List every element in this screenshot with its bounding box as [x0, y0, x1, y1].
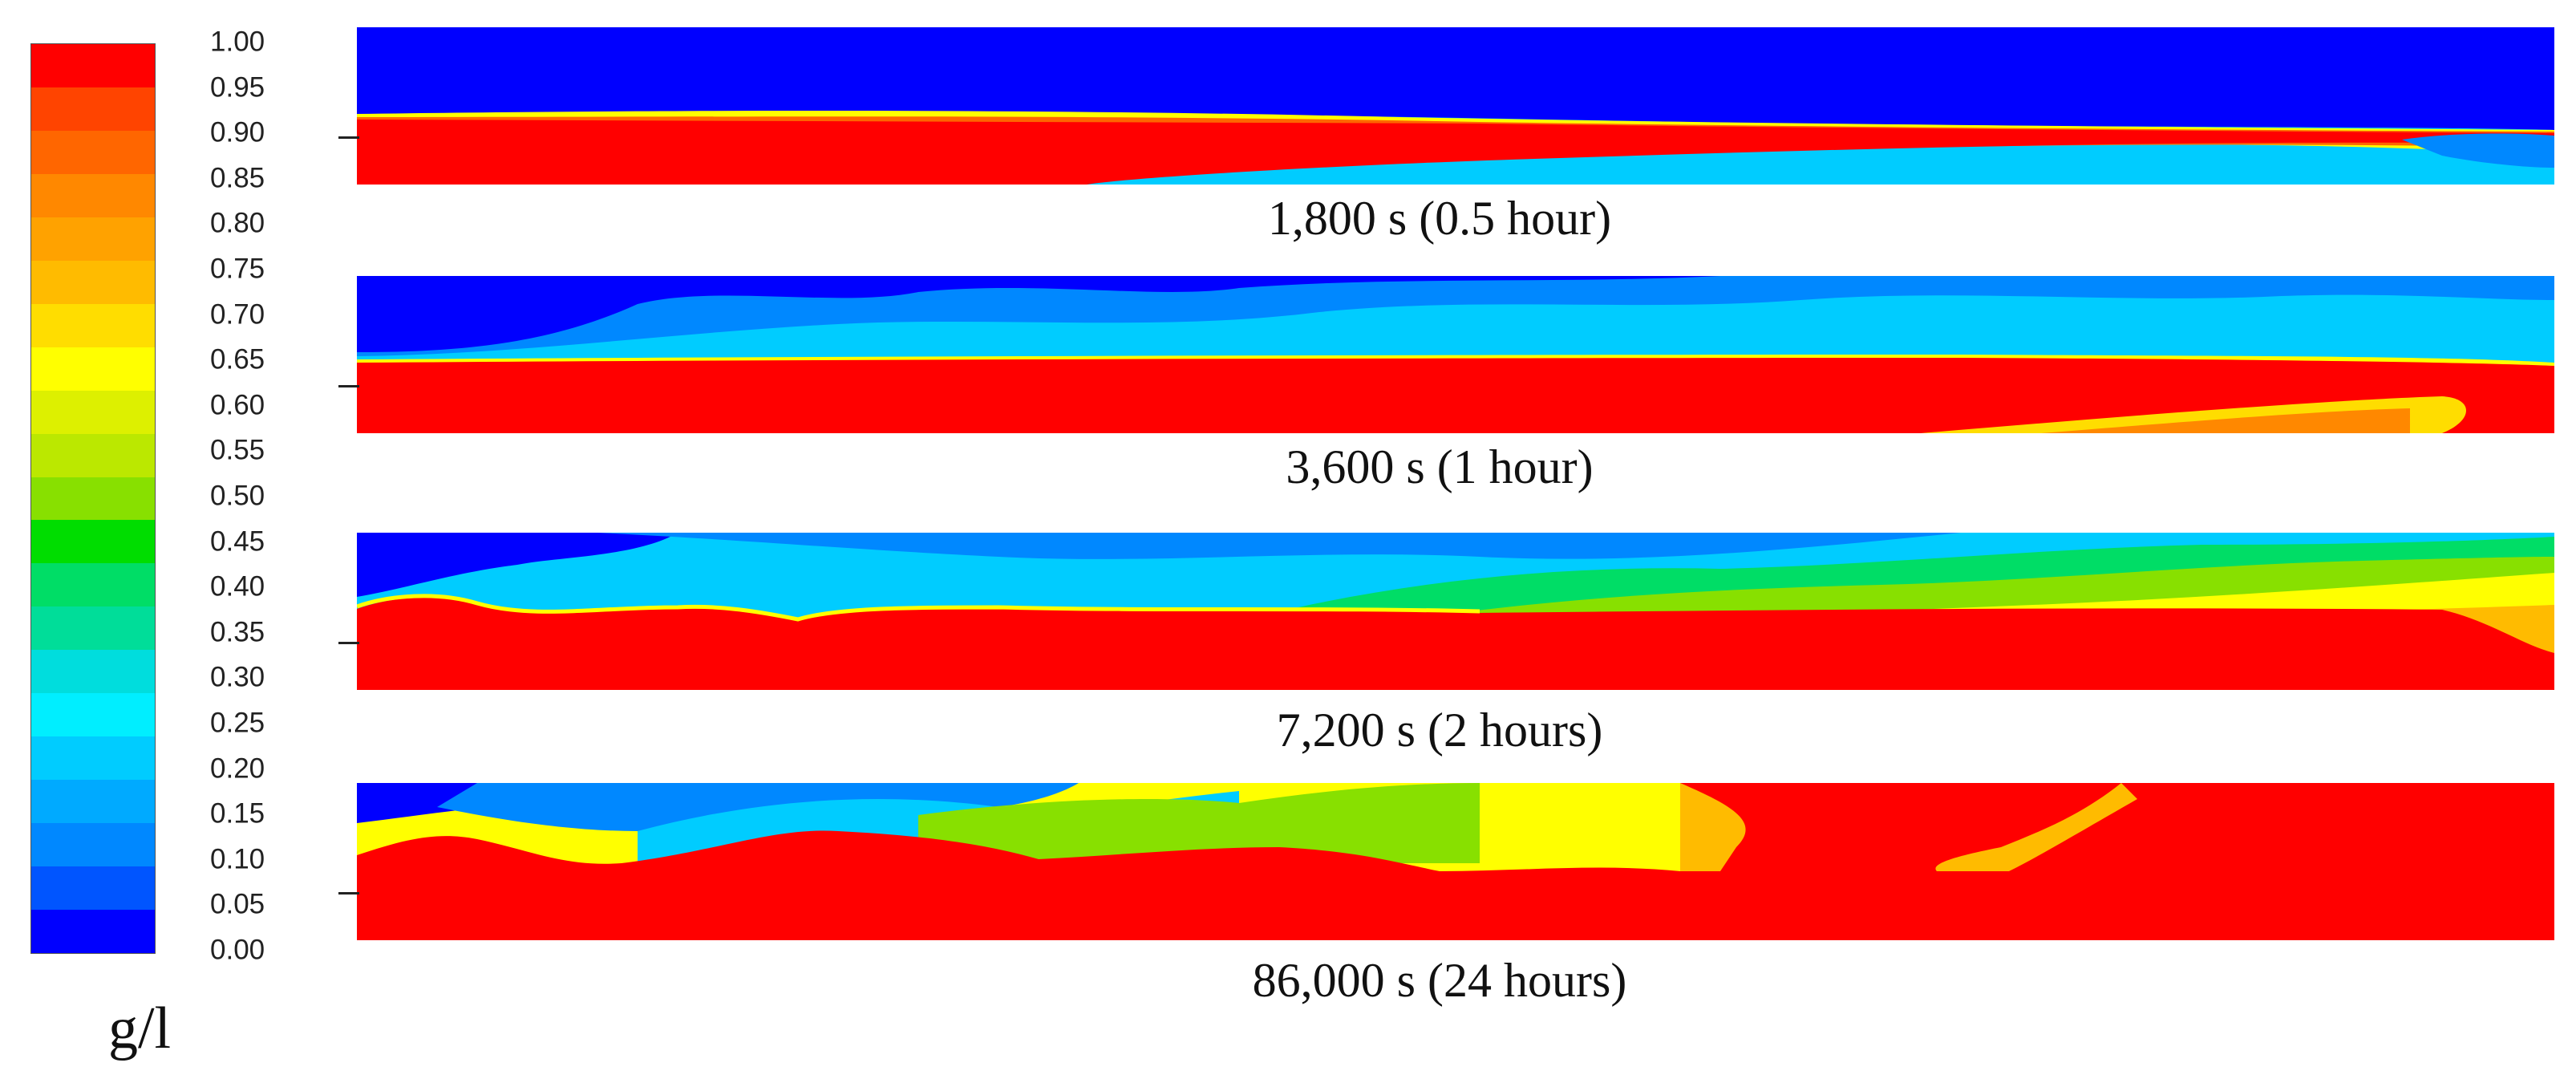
colorbar-band [31, 44, 155, 87]
colorbar-tick-label: 0.85 [210, 162, 265, 194]
colorbar-band [31, 693, 155, 737]
colorbar-tick-label: 0.75 [210, 253, 265, 285]
colorbar-tick-label: 0.95 [210, 71, 265, 103]
concentration-panel-4 [357, 783, 2554, 940]
colorbar-tick-label: 0.60 [210, 389, 265, 421]
colorbar-tick-label: 0.00 [210, 934, 265, 966]
colorbar-unit-label: g/l [108, 996, 172, 1061]
panel-4-tick [338, 892, 359, 894]
colorbar-tick-label: 0.25 [210, 707, 265, 739]
colorbar-tick-label: 0.65 [210, 343, 265, 375]
panel-1-tick [338, 136, 359, 139]
colorbar-tick-label: 0.30 [210, 661, 265, 693]
panel-3-tick [338, 642, 359, 644]
colorbar-tick-label: 0.55 [210, 434, 265, 466]
colorbar-tick-label: 0.40 [210, 570, 265, 602]
colorbar-band [31, 563, 155, 607]
colorbar-band [31, 477, 155, 521]
colorbar [30, 43, 156, 954]
colorbar-tick-label: 0.10 [210, 843, 265, 875]
colorbar-band [31, 217, 155, 261]
colorbar-band [31, 823, 155, 867]
concentration-panel-3 [357, 533, 2554, 690]
colorbar-band [31, 866, 155, 911]
colorbar-band [31, 260, 155, 304]
panel-2-caption: 3,600 s (1 hour) [1286, 440, 1594, 493]
panel-3-caption: 7,200 s (2 hours) [1276, 704, 1603, 757]
concentration-panel-2 [357, 276, 2554, 433]
concentration-panel-1 [357, 27, 2554, 185]
colorbar-band [31, 520, 155, 564]
colorbar-tick-label: 0.50 [210, 480, 265, 512]
colorbar-band [31, 347, 155, 391]
colorbar-tick-label: 0.45 [210, 525, 265, 558]
colorbar-band [31, 390, 155, 434]
colorbar-band [31, 736, 155, 781]
colorbar-tick-label: 0.05 [210, 888, 265, 920]
colorbar-band [31, 606, 155, 651]
colorbar-tick-label: 0.35 [210, 616, 265, 648]
colorbar-tick-label: 1.00 [210, 26, 265, 58]
colorbar-band [31, 173, 155, 217]
panel-2-tick [338, 385, 359, 387]
colorbar-band [31, 650, 155, 694]
panel-4-caption: 86,000 s (24 hours) [1252, 954, 1627, 1007]
panel-1-caption: 1,800 s (0.5 hour) [1267, 192, 1612, 245]
colorbar-tick-label: 0.90 [210, 116, 265, 148]
colorbar-band [31, 910, 155, 953]
colorbar-band [31, 433, 155, 477]
colorbar-band [31, 303, 155, 347]
colorbar-tick-label: 0.70 [210, 298, 265, 331]
colorbar-tick-label: 0.20 [210, 752, 265, 785]
colorbar-band [31, 130, 155, 174]
colorbar-band [31, 780, 155, 824]
colorbar-tick-label: 0.80 [210, 207, 265, 239]
colorbar-band [31, 87, 155, 131]
colorbar-tick-label: 0.15 [210, 797, 265, 830]
